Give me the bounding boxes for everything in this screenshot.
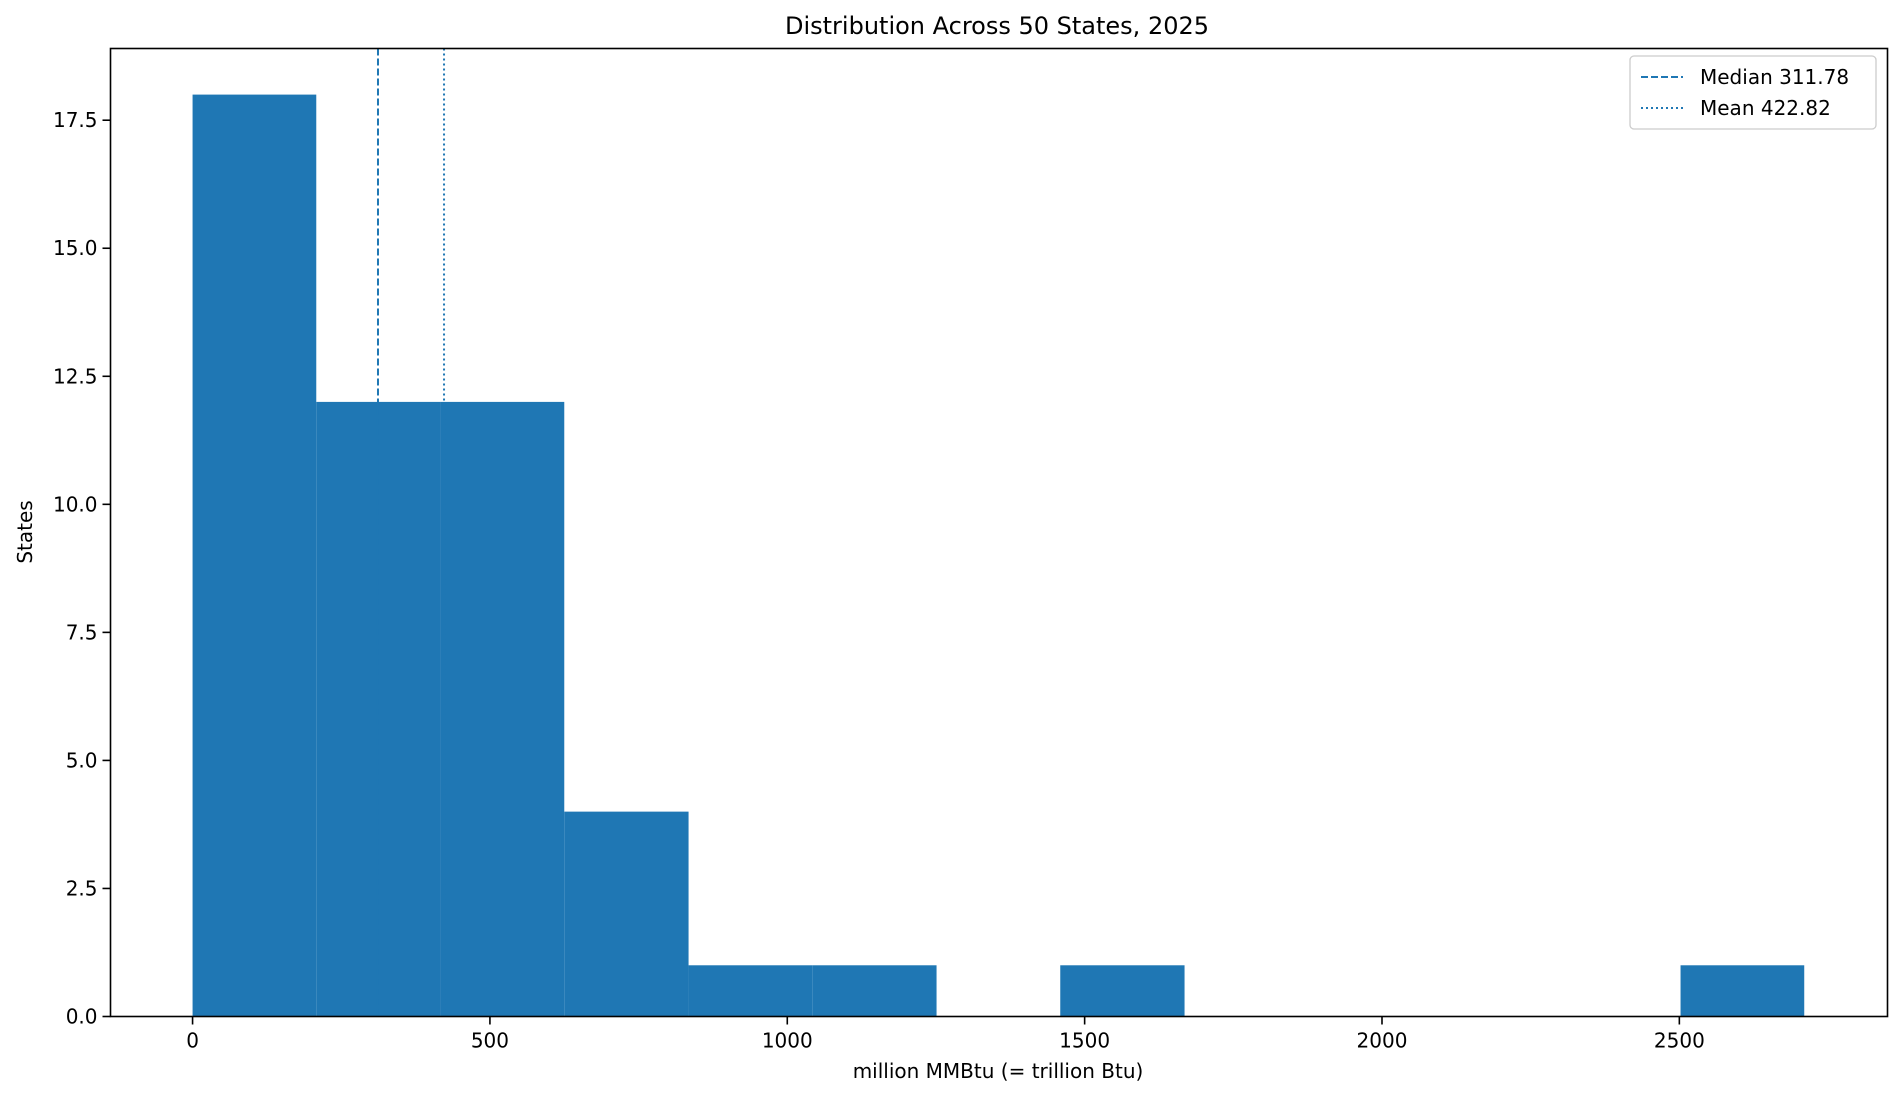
legend-mean-label: Mean 422.82 [1700,96,1831,120]
x-tick-label: 500 [471,1029,509,1053]
legend-box [1629,55,1877,130]
y-tick-label: 17.5 [53,108,98,132]
x-tick-label: 1000 [762,1029,813,1053]
y-tick-label: 2.5 [66,876,98,900]
x-tick-label: 1500 [1059,1029,1110,1053]
histogram-bar-2 [440,401,565,1017]
histogram-bar-4 [688,965,813,1017]
legend: Median 311.78 Mean 422.82 [1629,55,1877,130]
x-axis-label: million MMBtu (= trillion Btu) [853,1059,1144,1083]
x-axis: 0 500 1000 1500 2000 2500 [186,1016,1705,1053]
y-tick-label: 7.5 [66,620,98,644]
y-tick-label: 15.0 [53,236,98,260]
y-tick-label: 10.0 [53,492,98,516]
chart-title: Distribution Across 50 States, 2025 [785,12,1209,40]
x-tick-label: 2000 [1357,1029,1408,1053]
histogram-bar-5 [812,965,937,1017]
histogram-bar-0 [192,94,317,1017]
y-tick-label: 0.0 [66,1005,98,1029]
histogram-bar-3 [564,811,689,1017]
bars-group [192,94,1805,1017]
histogram-bar-12 [1680,965,1805,1017]
plot-frame [109,47,1889,1018]
legend-median-label: Median 311.78 [1700,65,1849,89]
y-axis-label: States [13,500,37,563]
x-tick-label: 0 [186,1029,199,1053]
x-tick-label: 2500 [1654,1029,1705,1053]
histogram-bar-7 [1060,965,1185,1017]
reference-lines [376,48,446,1017]
y-tick-label: 12.5 [53,364,98,388]
y-axis: 0.0 2.5 5.0 7.5 10.0 12.5 15.0 17.5 [53,108,111,1029]
y-tick-label: 5.0 [66,748,98,772]
